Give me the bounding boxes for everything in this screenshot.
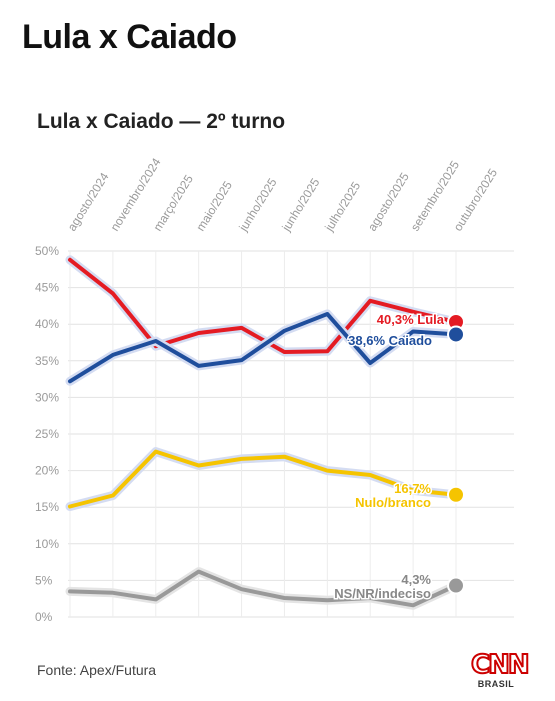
series-line <box>68 257 458 354</box>
end-label-caiado: 38,6% Caiado <box>348 333 432 348</box>
series-line <box>68 449 458 509</box>
source-note: Fonte: Apex/Futura <box>37 662 157 678</box>
chart-title: Lula x Caiado — 2º turno <box>37 110 286 133</box>
x-tick-label: agosto/2024 <box>65 170 112 234</box>
cnn-logo-text: CNN <box>470 650 531 680</box>
end-label-nulo-name: Nulo/branco <box>355 495 431 510</box>
y-tick-label: 5% <box>35 573 53 587</box>
cnn-brasil-logo: CNN BRASIL <box>470 650 531 692</box>
series-line <box>68 312 458 384</box>
end-label-nulo-value: 16,7% <box>394 481 431 496</box>
series-line <box>68 569 458 608</box>
series-end-dot <box>447 576 465 595</box>
series-end-dot <box>447 325 465 344</box>
y-tick-label: 0% <box>35 610 53 624</box>
x-tick-label: agosto/2025 <box>365 170 412 234</box>
page-title: Lula x Caiado <box>22 18 237 56</box>
y-tick-label: 15% <box>35 500 59 514</box>
y-tick-label: 20% <box>35 464 59 478</box>
y-tick-label: 25% <box>35 427 59 441</box>
x-tick-label: março/2025 <box>150 172 196 233</box>
x-tick-label: junho/2025 <box>279 176 323 235</box>
x-tick-label: outubro/2025 <box>451 166 501 234</box>
x-tick-label: maio/2025 <box>193 178 235 233</box>
x-tick-label: julho/2025 <box>321 179 363 235</box>
y-tick-label: 10% <box>35 537 59 551</box>
y-tick-label: 35% <box>35 354 59 368</box>
end-label-nsnr-name: NS/NR/indeciso <box>334 586 431 601</box>
y-tick-label: 40% <box>35 317 59 331</box>
y-tick-label: 45% <box>35 281 59 295</box>
end-label-lula: 40,3% Lula <box>377 312 445 327</box>
y-tick-label: 50% <box>35 244 59 258</box>
y-tick-label: 30% <box>35 390 59 404</box>
x-tick-label: junho/2025 <box>236 176 280 235</box>
end-label-nsnr-value: 4,3% <box>401 572 431 587</box>
cnn-logo-subtext: BRASIL <box>477 679 515 689</box>
series-end-dot <box>447 485 465 504</box>
